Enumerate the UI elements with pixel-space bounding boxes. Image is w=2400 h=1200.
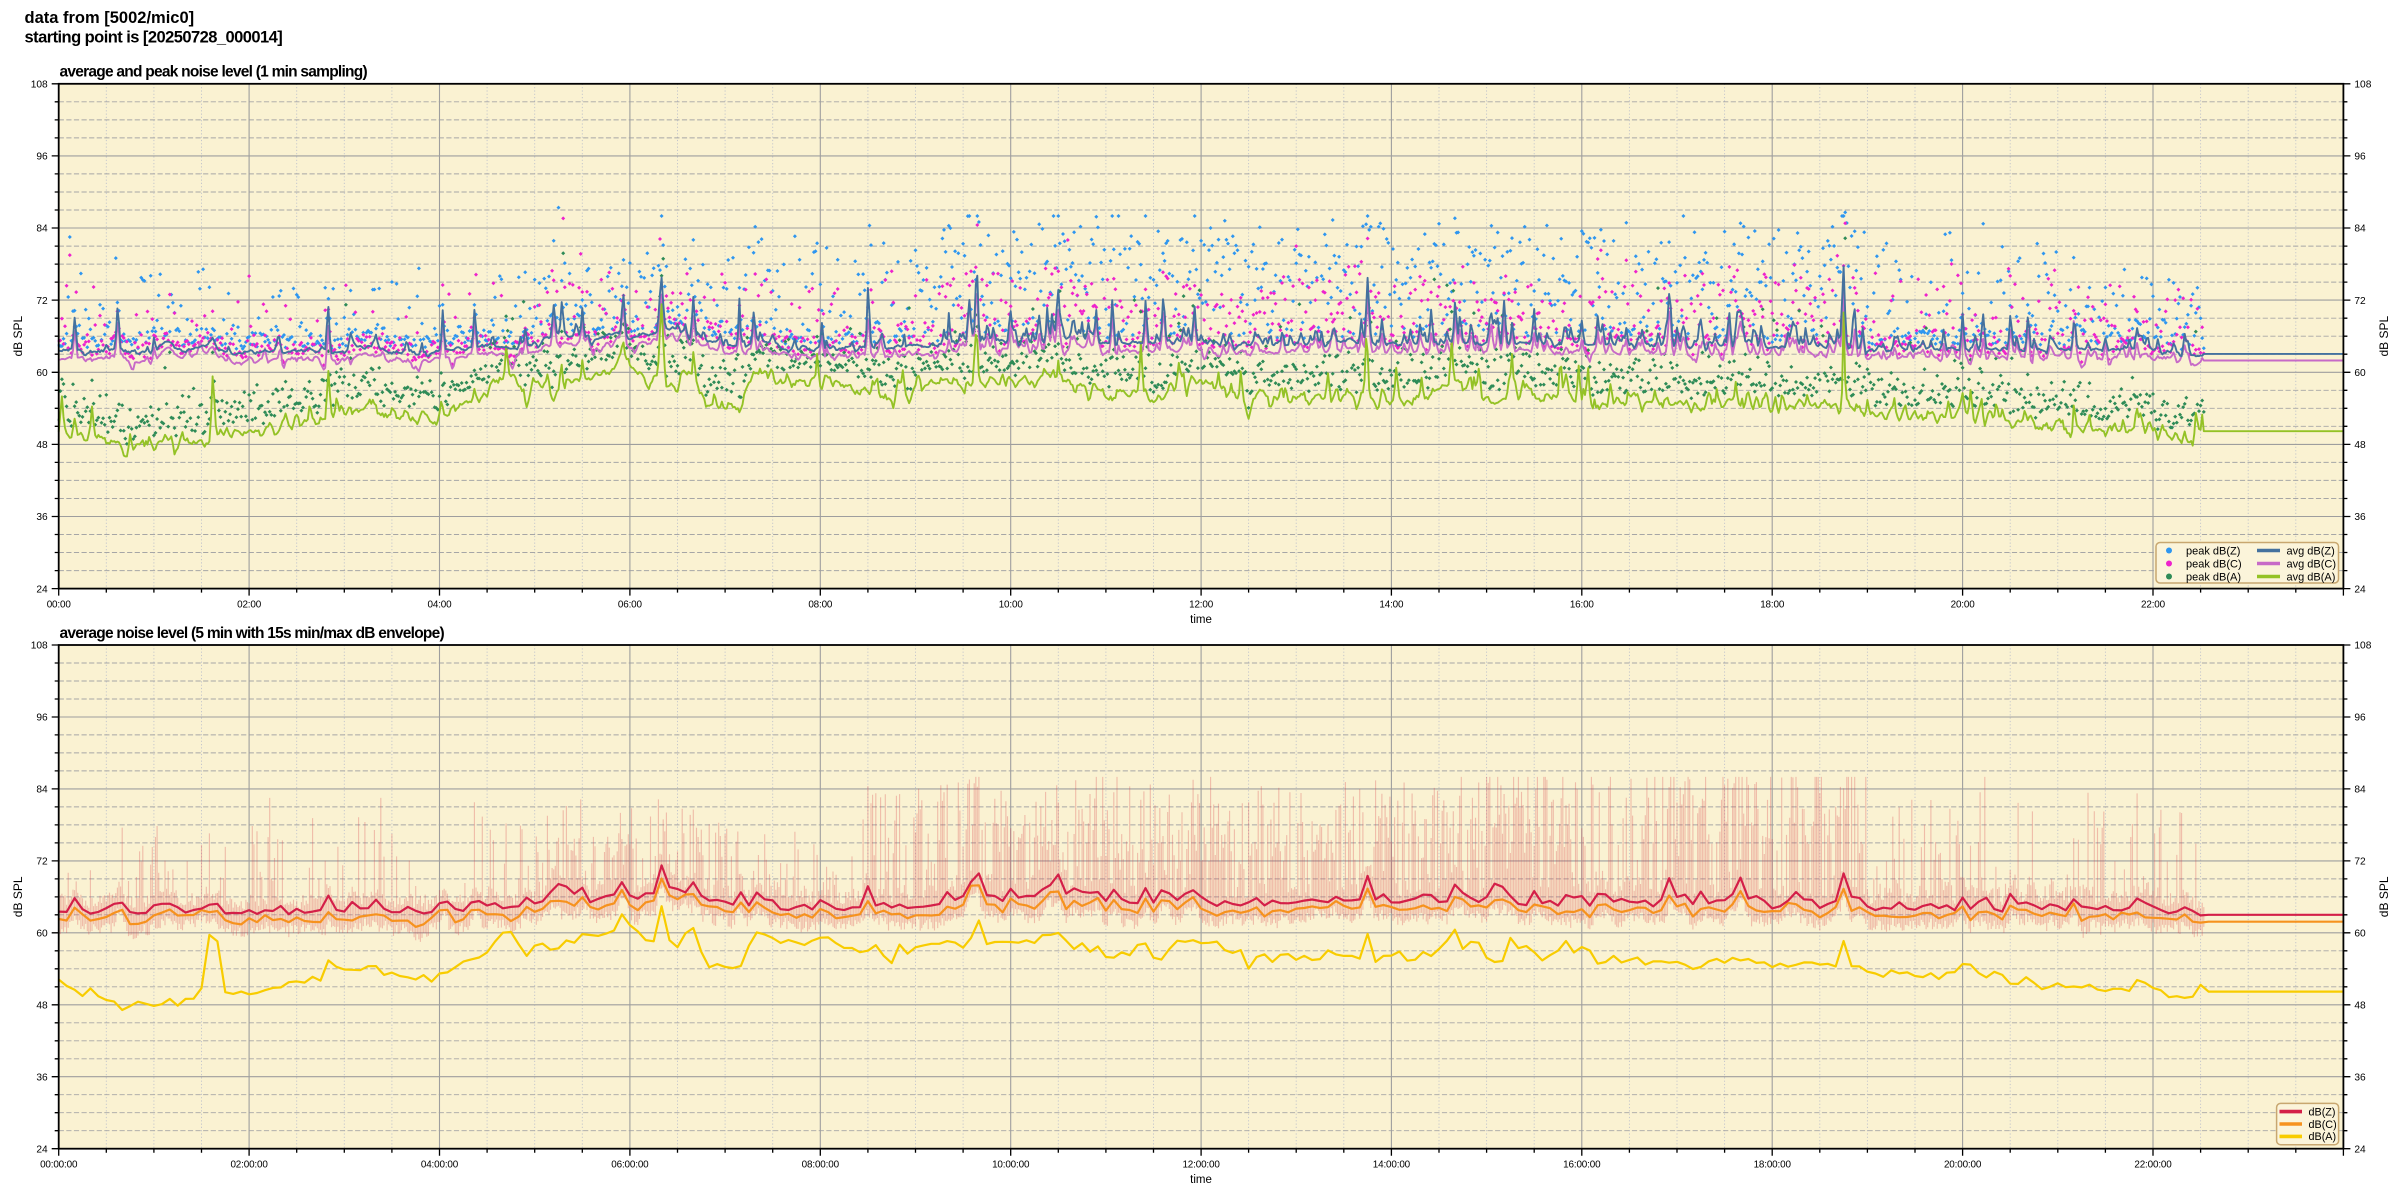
svg-text:dB SPL: dB SPL [2377,316,2391,357]
svg-text:108: 108 [31,641,48,652]
svg-text:36: 36 [36,1072,48,1083]
svg-text:06:00:00: 06:00:00 [611,1160,649,1171]
svg-text:10:00:00: 10:00:00 [992,1160,1030,1171]
svg-text:12:00: 12:00 [1189,600,1214,611]
svg-text:48: 48 [2354,1001,2366,1012]
svg-text:peak dB(Z): peak dB(Z) [2186,545,2240,557]
svg-text:dB SPL: dB SPL [2377,876,2391,917]
svg-text:72: 72 [2354,296,2366,307]
svg-text:24: 24 [36,584,48,595]
svg-text:08:00: 08:00 [808,600,833,611]
svg-text:20:00:00: 20:00:00 [1944,1160,1982,1171]
svg-text:dB SPL: dB SPL [11,876,25,917]
svg-text:04:00: 04:00 [428,600,453,611]
svg-text:02:00:00: 02:00:00 [230,1160,268,1171]
svg-text:60: 60 [2354,368,2366,379]
svg-text:12:00:00: 12:00:00 [1182,1160,1220,1171]
svg-text:avg dB(C): avg dB(C) [2287,558,2337,570]
svg-text:00:00: 00:00 [47,600,72,611]
svg-text:72: 72 [36,857,48,868]
svg-text:00:00:00: 00:00:00 [40,1160,78,1171]
svg-text:18:00: 18:00 [1760,600,1785,611]
svg-text:24: 24 [36,1144,48,1155]
svg-text:24: 24 [2354,1144,2366,1155]
svg-text:04:00:00: 04:00:00 [421,1160,459,1171]
svg-text:14:00:00: 14:00:00 [1373,1160,1411,1171]
svg-text:22:00: 22:00 [2141,600,2166,611]
svg-text:72: 72 [2354,857,2366,868]
svg-text:peak dB(A): peak dB(A) [2186,571,2241,583]
svg-text:02:00: 02:00 [237,600,262,611]
svg-text:dB SPL: dB SPL [11,316,25,357]
svg-text:108: 108 [31,80,48,91]
svg-text:14:00: 14:00 [1379,600,1404,611]
svg-text:avg dB(A): avg dB(A) [2287,571,2336,583]
svg-text:data from [5002/mic0]: data from [5002/mic0] [25,9,195,27]
svg-text:96: 96 [2354,713,2366,724]
svg-text:48: 48 [2354,440,2366,451]
svg-text:48: 48 [36,440,48,451]
svg-text:time: time [1190,1174,1212,1186]
svg-text:time: time [1190,614,1212,626]
svg-text:dB(Z): dB(Z) [2309,1106,2336,1118]
svg-text:average noise level (5 min wit: average noise level (5 min with 15s min/… [60,625,445,642]
svg-text:average and peak noise level (: average and peak noise level (1 min samp… [60,64,368,81]
svg-text:22:00:00: 22:00:00 [2134,1160,2172,1171]
svg-text:08:00:00: 08:00:00 [802,1160,840,1171]
svg-text:72: 72 [36,296,48,307]
svg-text:96: 96 [2354,152,2366,163]
svg-text:18:00:00: 18:00:00 [1754,1160,1792,1171]
svg-text:60: 60 [36,368,48,379]
svg-text:36: 36 [2354,1072,2366,1083]
svg-text:dB(A): dB(A) [2309,1131,2337,1143]
svg-text:20:00: 20:00 [1951,600,1976,611]
svg-text:84: 84 [2354,785,2366,796]
svg-text:60: 60 [36,929,48,940]
svg-text:36: 36 [2354,512,2366,523]
svg-text:96: 96 [36,713,48,724]
svg-text:10:00: 10:00 [999,600,1024,611]
svg-text:dB(C): dB(C) [2309,1119,2337,1131]
svg-text:108: 108 [2354,641,2371,652]
svg-text:16:00: 16:00 [1570,600,1595,611]
svg-text:84: 84 [36,785,48,796]
svg-text:84: 84 [2354,224,2366,235]
svg-text:peak dB(C): peak dB(C) [2186,558,2242,570]
svg-text:starting point is [20250728_00: starting point is [20250728_000014] [25,29,283,47]
svg-text:108: 108 [2354,80,2371,91]
svg-text:60: 60 [2354,929,2366,940]
svg-text:24: 24 [2354,584,2366,595]
svg-text:16:00:00: 16:00:00 [1563,1160,1601,1171]
svg-text:36: 36 [36,512,48,523]
svg-text:96: 96 [36,152,48,163]
svg-text:48: 48 [36,1001,48,1012]
svg-text:avg dB(Z): avg dB(Z) [2287,545,2335,557]
svg-text:06:00: 06:00 [618,600,643,611]
svg-text:84: 84 [36,224,48,235]
